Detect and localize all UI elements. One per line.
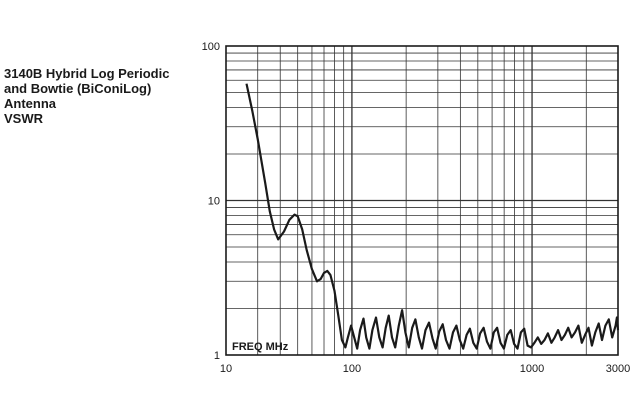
series-layer xyxy=(245,83,620,350)
chart-title: 3140B Hybrid Log Periodic and Bowtie (Bi… xyxy=(4,66,204,126)
y-tick-label: 1 xyxy=(214,350,220,362)
title-line-2: and Bowtie (BiConiLog) xyxy=(4,81,152,96)
x-axis-label: FREQ MHz xyxy=(232,341,289,353)
x-tick-label: 10 xyxy=(220,363,232,375)
title-line-1: 3140B Hybrid Log Periodic xyxy=(4,66,170,81)
title-line-4: VSWR xyxy=(4,111,43,126)
title-line-3: Antenna xyxy=(4,96,56,111)
x-tick-label: 100 xyxy=(343,363,361,375)
y-tick-label: 100 xyxy=(202,41,220,53)
grid xyxy=(226,46,618,355)
x-tick-label: 3000 xyxy=(606,363,630,375)
y-tick-label: 10 xyxy=(208,196,220,208)
vswr-series-line xyxy=(245,83,620,350)
axes xyxy=(225,45,619,356)
plot-frame xyxy=(225,45,619,356)
x-tick-label: 1000 xyxy=(520,363,544,375)
